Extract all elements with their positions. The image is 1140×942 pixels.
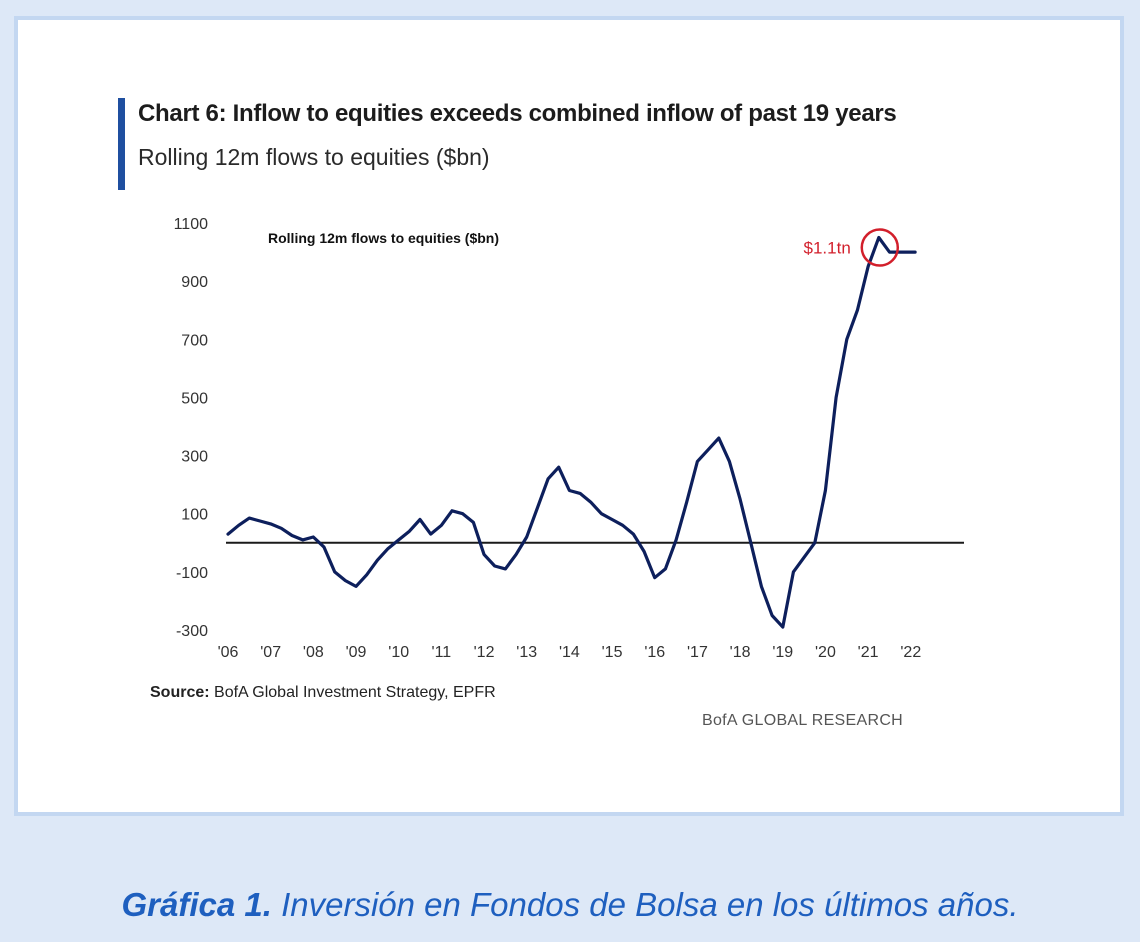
y-tick-label: 300: [181, 449, 208, 466]
x-tick-label: '09: [346, 644, 367, 661]
series-line: [226, 235, 917, 629]
x-tick-label: '18: [730, 644, 751, 661]
x-tick-label: '21: [858, 644, 879, 661]
x-tick-label: '19: [772, 644, 793, 661]
peak-highlight-circle: [860, 228, 900, 267]
chart-subtitle: Rolling 12m flows to equities ($bn): [138, 144, 490, 170]
title-accent-bar: [118, 98, 125, 190]
brand-label: BofA GLOBAL RESEARCH: [702, 712, 904, 729]
figure-caption: Gráfica 1. Inversión en Fondos de Bolsa …: [0, 886, 1140, 924]
x-tick-label: '15: [602, 644, 623, 661]
line-chart: 1100 900 700 500 300 100 -100 -300 '06 '07 '08 '09 '…: [174, 216, 964, 661]
x-tick-label: '06: [218, 644, 239, 661]
peak-annotation-label: $1.1tn: [804, 239, 851, 258]
source-note: Source: BofA Global Investment Strategy,…: [150, 684, 496, 702]
caption-text: Inversión en Fondos de Bolsa en los últi…: [281, 886, 1019, 923]
source-text: BofA Global Investment Strategy, EPFR: [214, 684, 496, 701]
x-tick-label: '10: [388, 644, 409, 661]
x-tick-label: '22: [900, 644, 921, 661]
x-tick-label: '07: [260, 644, 281, 661]
y-tick-label: 500: [181, 390, 208, 407]
x-tick-label: '12: [474, 644, 495, 661]
x-tick-label: '16: [644, 644, 665, 661]
x-tick-label: '14: [559, 644, 580, 661]
caption-lead: Gráfica 1.: [121, 886, 272, 923]
y-tick-label: 700: [181, 332, 208, 349]
inner-series-label: Rolling 12m flows to equities ($bn): [268, 230, 499, 246]
y-tick-label: -100: [176, 565, 208, 582]
x-tick-label: '13: [516, 644, 537, 661]
y-tick-label: 100: [181, 507, 208, 524]
x-tick-label: '20: [815, 644, 836, 661]
x-tick-label: '11: [432, 644, 452, 661]
chart-panel: [14, 16, 1124, 816]
x-tick-label: '17: [687, 644, 708, 661]
y-tick-label: 1100: [174, 216, 209, 233]
source-label: Source:: [150, 684, 210, 701]
y-tick-label: -300: [176, 623, 208, 640]
x-tick-label: '08: [303, 644, 324, 661]
chart-title: Chart 6: Inflow to equities exceeds comb…: [138, 100, 897, 127]
y-tick-label: 900: [181, 274, 208, 291]
